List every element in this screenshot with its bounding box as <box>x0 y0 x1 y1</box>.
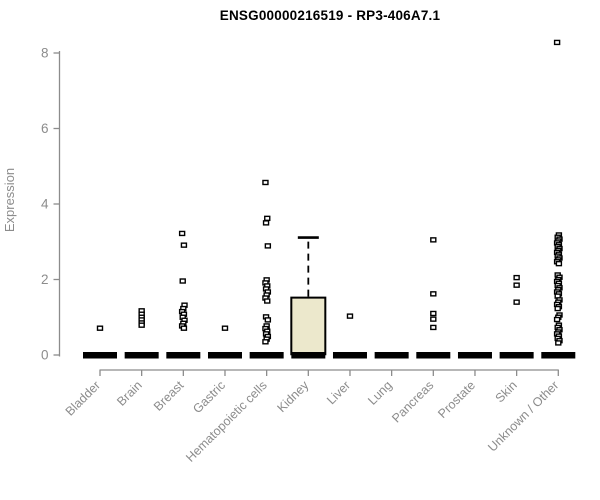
outlier-point-unknown-other <box>553 316 561 323</box>
median-bar-pancreas <box>416 352 451 359</box>
y-tick-label: 4 <box>41 197 49 212</box>
x-tick-label-bladder: Bladder <box>63 378 103 418</box>
outlier-point-pancreas <box>430 324 437 331</box>
outlier-point-bladder <box>96 325 104 331</box>
y-tick-label: 6 <box>41 121 49 136</box>
outlier-point-pancreas <box>430 316 437 322</box>
median-bar-brain <box>124 352 159 359</box>
outlier-point-hematopoietic-cells <box>264 215 271 222</box>
median-bar-unknown-other <box>541 352 576 359</box>
x-tick-label-lung: Lung <box>365 378 395 408</box>
box-kidney <box>290 296 327 356</box>
outlier-point-unknown-other <box>553 39 561 46</box>
outlier-point-skin <box>513 299 520 305</box>
x-tick-label-brain: Brain <box>114 378 145 409</box>
median-bar-skin <box>499 352 534 359</box>
y-tick-label: 8 <box>41 46 49 61</box>
outlier-point-brain <box>138 322 145 328</box>
outlier-point-gastric <box>221 325 229 331</box>
outlier-point-breast <box>179 278 186 284</box>
median-bar-gastric <box>207 352 242 359</box>
outlier-point-pancreas <box>430 237 437 243</box>
x-tick-label-gastric: Gastric <box>190 378 228 416</box>
outlier-point-breast <box>180 325 188 331</box>
median-bar-breast <box>166 352 201 359</box>
x-tick-label-breast: Breast <box>151 378 187 414</box>
outlier-point-hematopoietic-cells <box>264 243 272 249</box>
outlier-point-breast <box>180 242 188 248</box>
outlier-point-unknown-other <box>555 260 563 267</box>
median-bar-lung <box>374 352 409 359</box>
outlier-point-hematopoietic-cells <box>262 179 269 186</box>
x-tick-label-hematopoietic-cells: Hematopoietic cells <box>183 378 270 465</box>
median-bar-kidney <box>291 352 326 359</box>
outlier-point-unknown-other <box>554 305 561 312</box>
outlier-point-skin <box>513 282 520 288</box>
outlier-point-hematopoietic-cells <box>262 339 269 345</box>
outlier-point-breast <box>178 230 186 237</box>
x-tick-label-liver: Liver <box>324 378 353 407</box>
x-tick-label-unknown-other: Unknown / Other <box>485 378 561 454</box>
outlier-point-hematopoietic-cells <box>262 220 270 226</box>
outlier-point-hematopoietic-cells <box>264 298 271 304</box>
y-axis-label: Expression <box>2 167 17 233</box>
outlier-point-skin <box>513 274 520 281</box>
x-tick-label-prostate: Prostate <box>435 378 478 421</box>
outlier-point-liver <box>346 313 354 319</box>
outlier-point-pancreas <box>430 291 437 297</box>
x-tick-label-kidney: Kidney <box>275 378 312 415</box>
y-tick-label: 2 <box>41 272 49 287</box>
median-bar-bladder <box>83 352 117 359</box>
chart-title: ENSG00000216519 - RP3-406A7.1 <box>219 8 441 23</box>
y-tick-label: 0 <box>41 348 49 363</box>
median-bar-liver <box>332 352 367 359</box>
median-bar-prostate <box>457 352 492 359</box>
outlier-point-pancreas <box>430 310 437 317</box>
outlier-point-unknown-other <box>555 340 562 346</box>
x-tick-label-pancreas: Pancreas <box>389 378 436 425</box>
x-tick-label-skin: Skin <box>493 378 520 405</box>
median-bar-hematopoietic-cells <box>249 352 284 359</box>
outlier-point-hematopoietic-cells <box>264 317 272 323</box>
